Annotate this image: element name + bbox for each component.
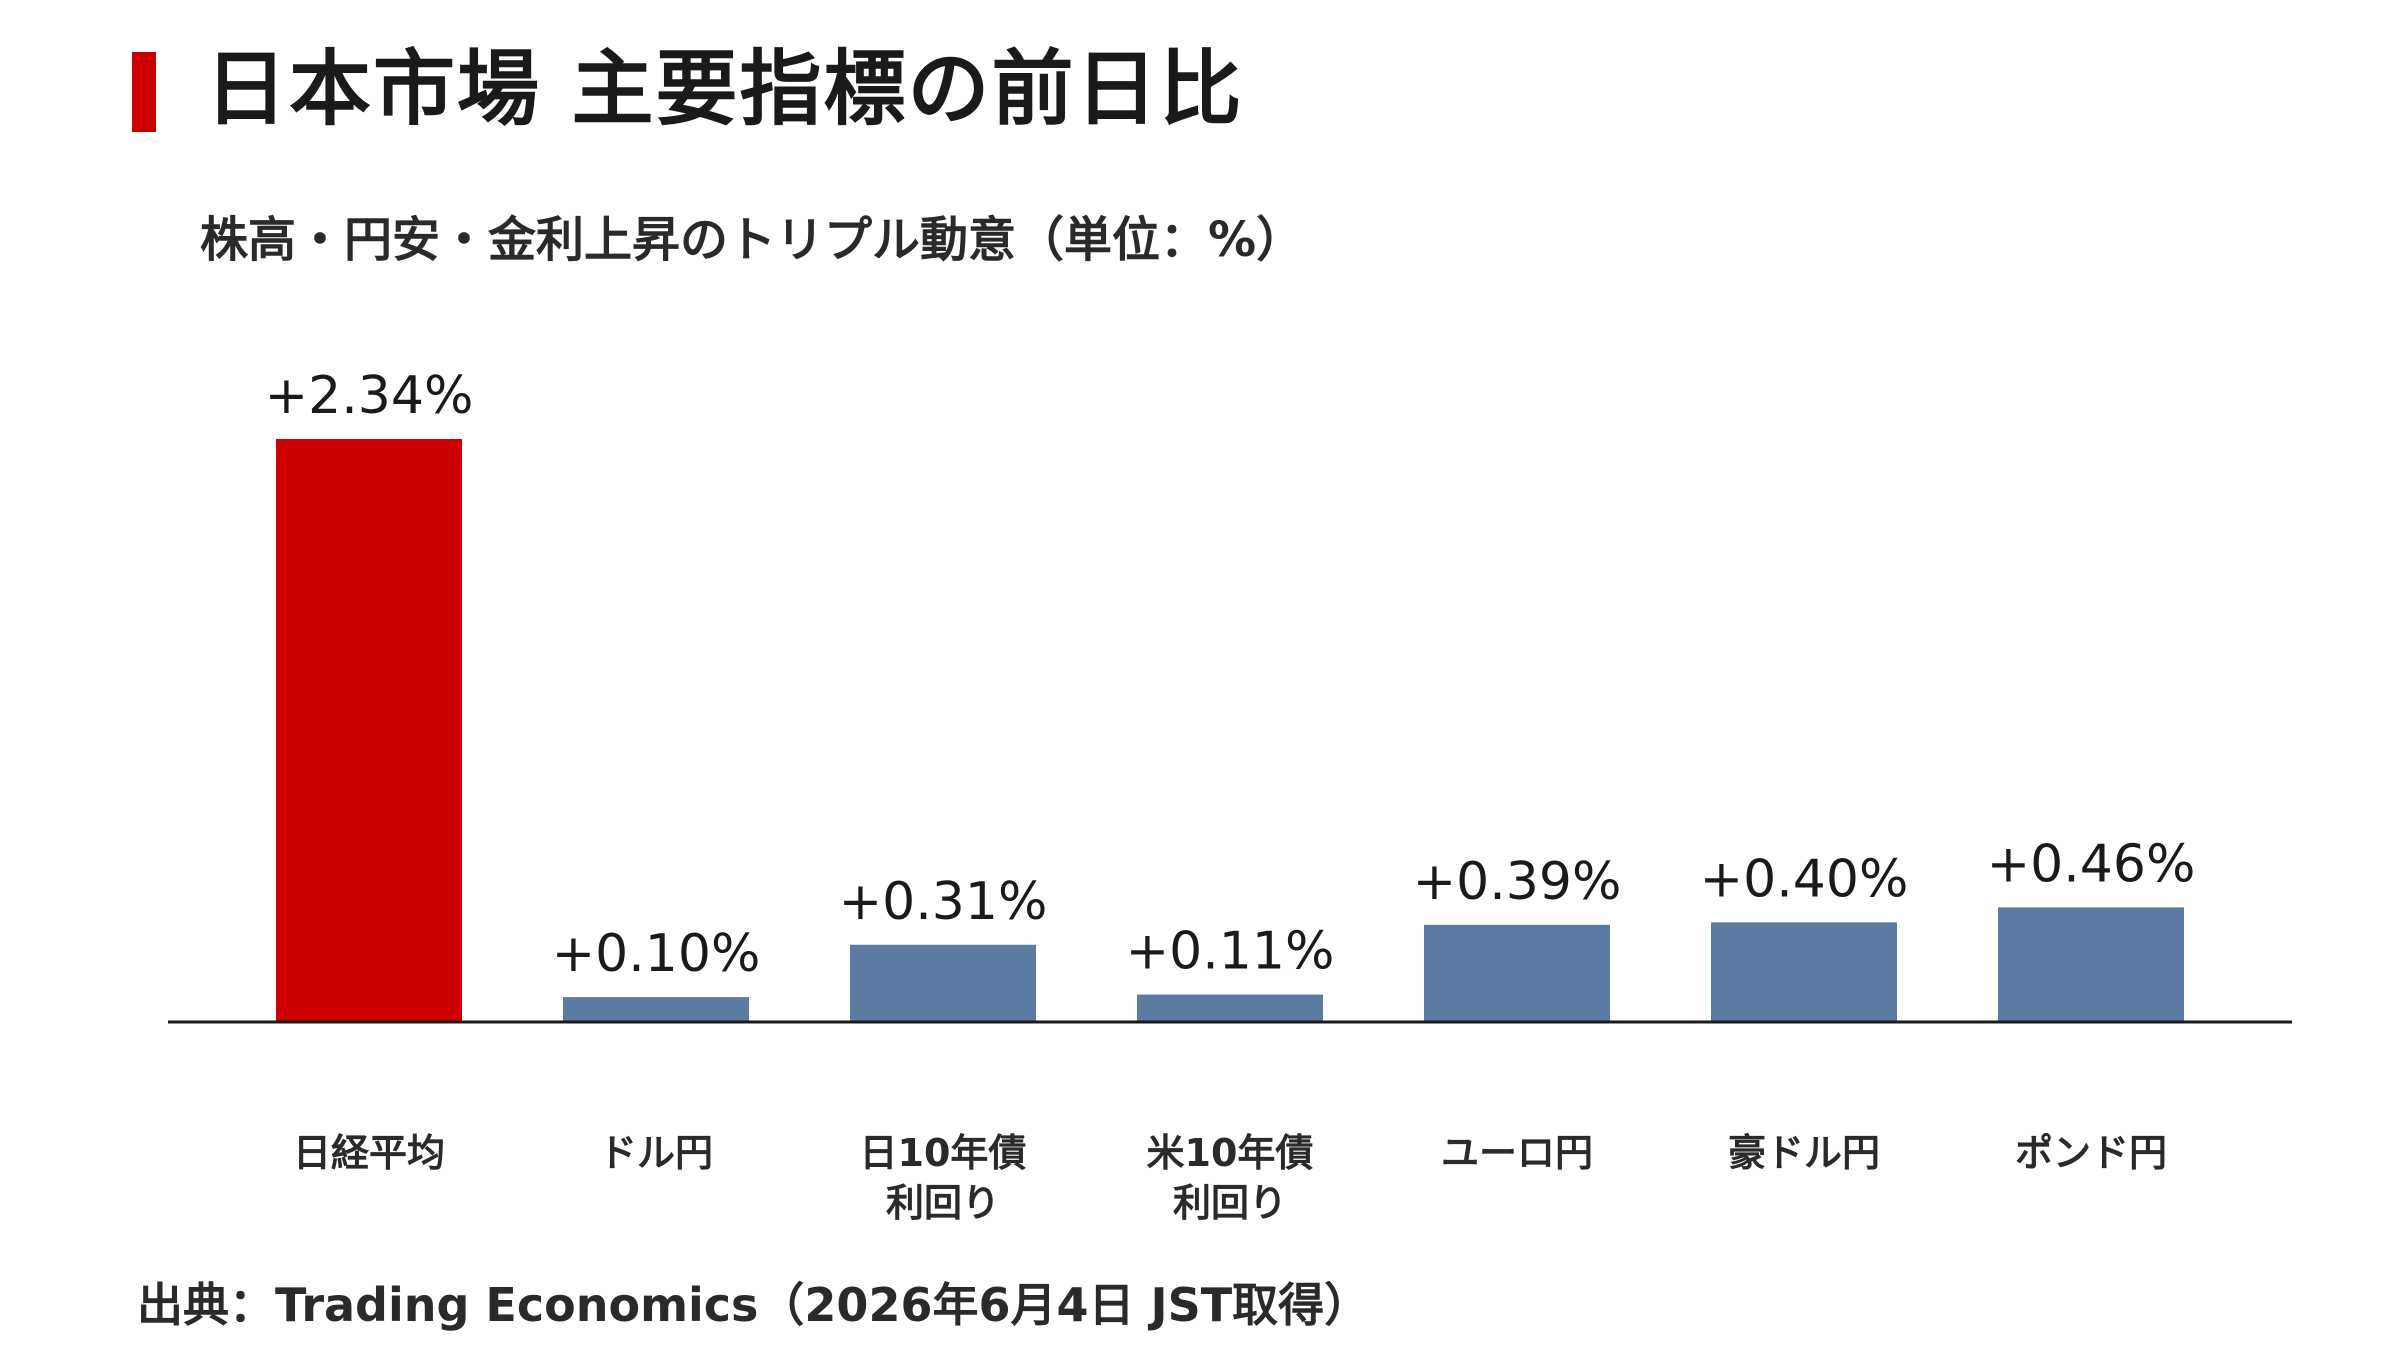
category-label: 日10年債: [860, 1131, 1027, 1175]
source-note: 出典：Trading Economics（2026年6月4日 JST取得）: [137, 1278, 1371, 1332]
bar-value-label: +0.31%: [839, 872, 1048, 932]
bar: [1998, 907, 2184, 1022]
bar-value-label: +2.34%: [265, 366, 474, 426]
bar: [850, 944, 1036, 1022]
bar-value-label: +0.11%: [1126, 922, 1335, 982]
bar: [563, 997, 749, 1022]
bars-layer: [276, 439, 2184, 1022]
bar: [1137, 994, 1323, 1022]
chart-subtitle: 株高・円安・金利上昇のトリプル動意（単位：%）: [200, 212, 1305, 268]
category-label: 豪ドル円: [1728, 1131, 1880, 1175]
category-label: 米10年債: [1147, 1131, 1314, 1175]
category-label: 利回り: [1173, 1181, 1287, 1225]
category-label: 日経平均: [293, 1131, 445, 1175]
category-label: ユーロ円: [1441, 1131, 1593, 1175]
bar-value-label: +0.40%: [1700, 849, 1909, 909]
category-label: 利回り: [886, 1181, 1000, 1225]
category-label: ドル円: [599, 1131, 713, 1175]
category-label: ポンド円: [2015, 1131, 2167, 1175]
bar-value-label: +0.10%: [552, 924, 761, 984]
bar: [276, 439, 462, 1022]
bar-value-label: +0.46%: [1987, 834, 2196, 894]
title-accent-bar: [132, 52, 156, 132]
page-title: 日本市場 主要指標の前日比: [205, 42, 1244, 137]
value-labels-layer: +2.34% +0.10% +0.31% +0.11% +0.39% +0.40% +0.4…: [265, 366, 2196, 984]
bar: [1711, 922, 1897, 1022]
bar-value-label: +0.39%: [1413, 852, 1622, 912]
bar: [1424, 924, 1610, 1022]
